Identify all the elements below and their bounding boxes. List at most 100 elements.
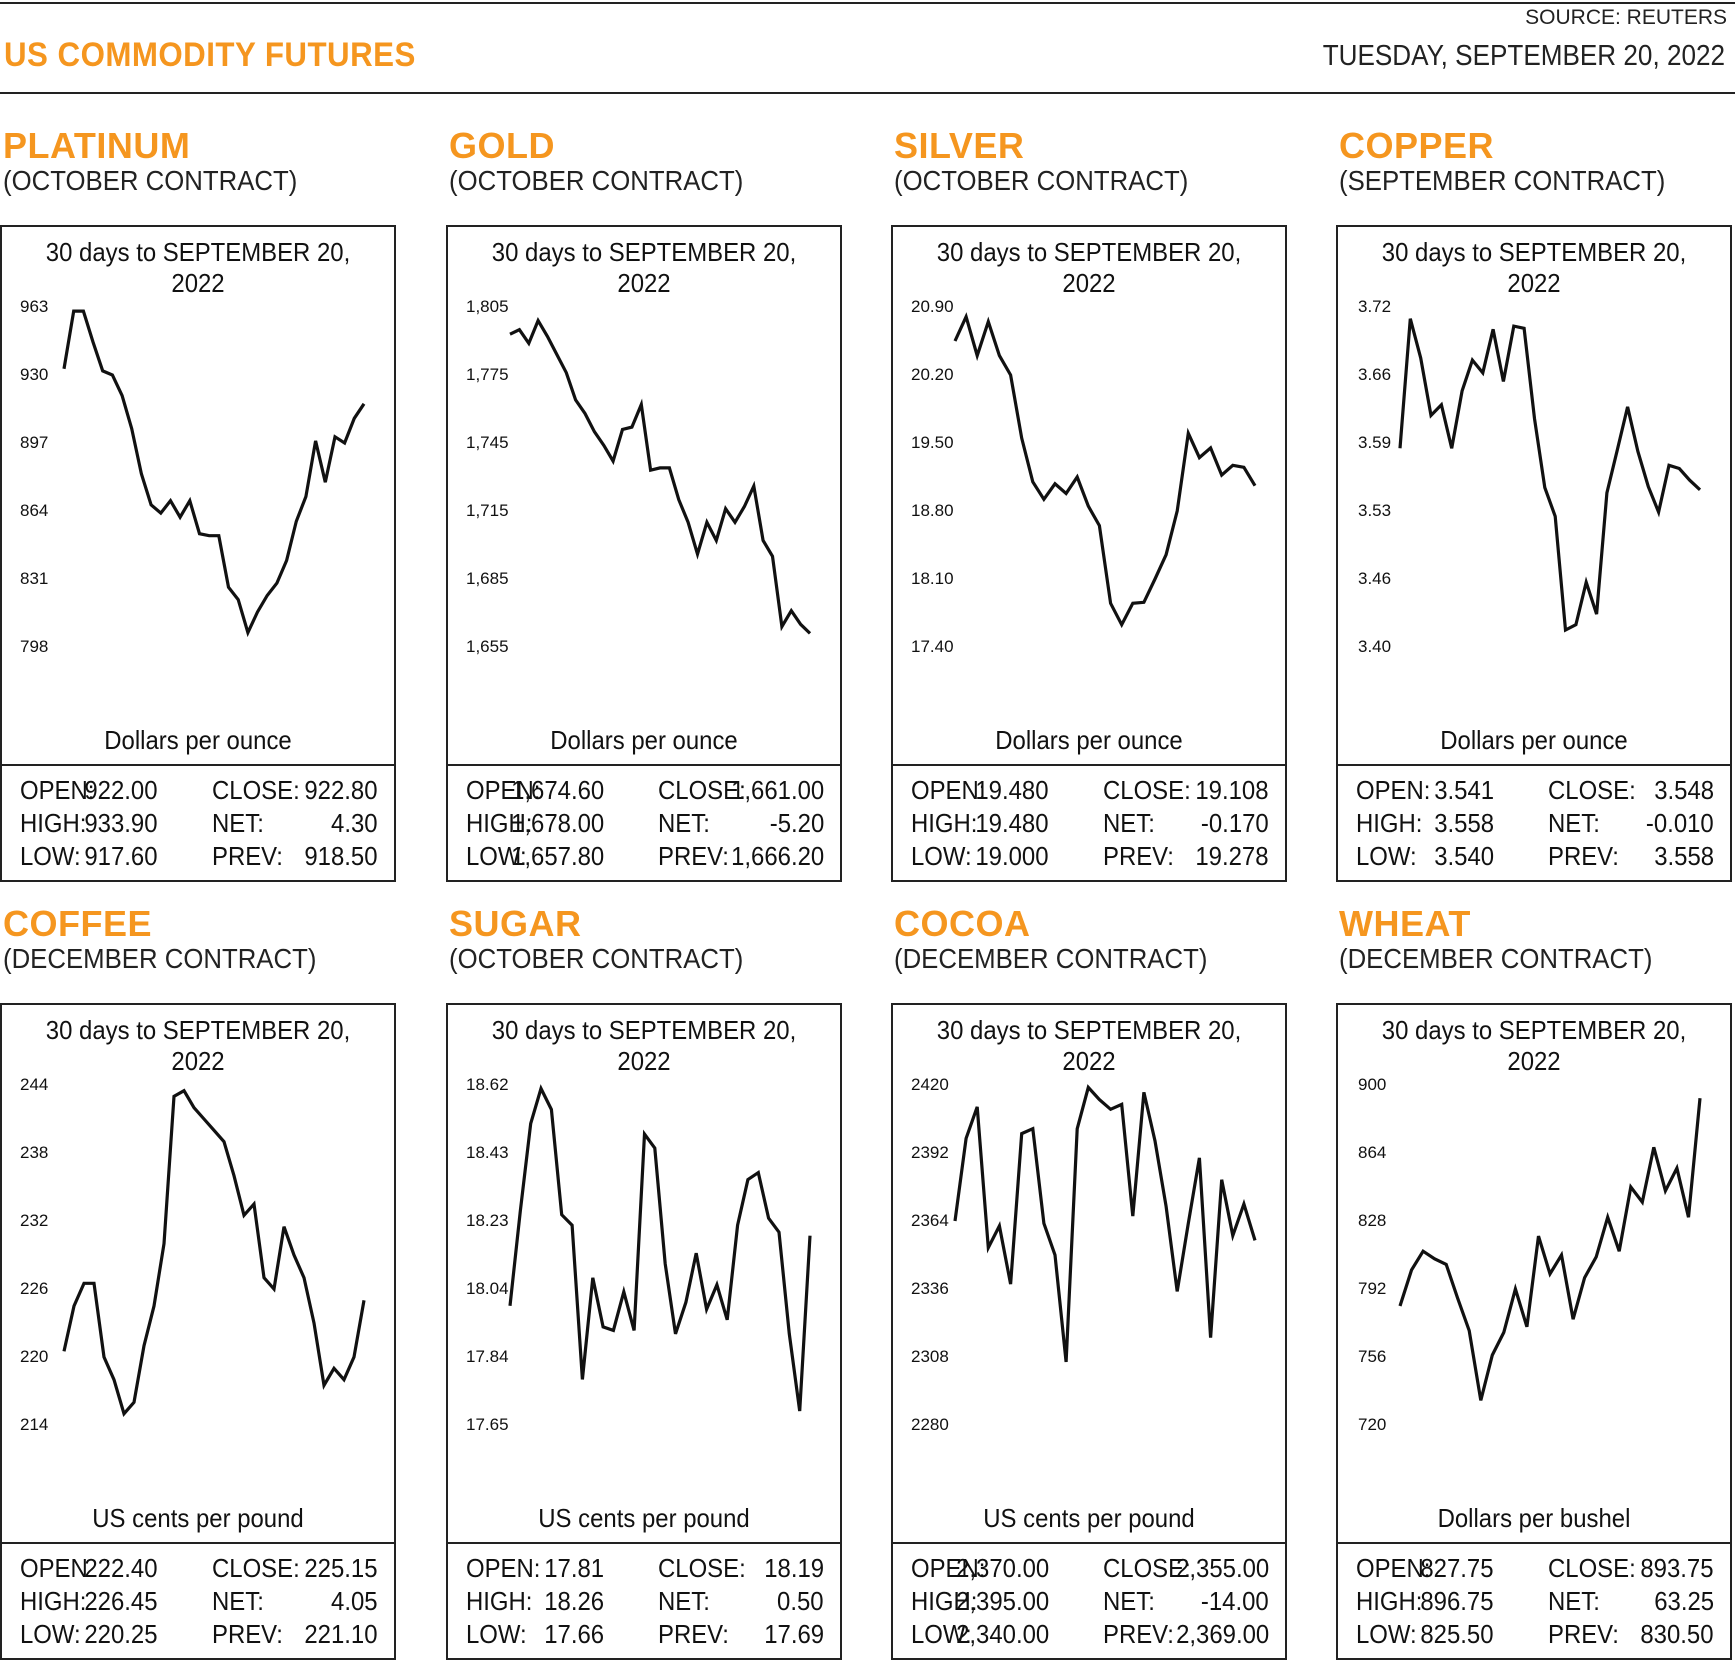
low-value: 220.25 (84, 1619, 158, 1649)
prev-value: 3.558 (1654, 841, 1714, 871)
stats-row-high: HIGH: 18.26 NET: 0.50 (466, 1586, 824, 1619)
open-label: OPEN: (1356, 775, 1431, 805)
low-label: LOW: (911, 1619, 972, 1649)
stats-table: OPEN: 2,370.00 CLOSE: 2,355.00 HIGH: 2,3… (911, 1553, 1269, 1652)
page-title: US COMMODITY FUTURES (4, 36, 416, 74)
high-label: HIGH: (1356, 1586, 1423, 1616)
net-value: -14.00 (1201, 1586, 1269, 1616)
stats-table: OPEN: 17.81 CLOSE: 18.19 HIGH: 18.26 NET… (466, 1553, 824, 1652)
high-value: 226.45 (84, 1586, 158, 1616)
price-line (509, 317, 812, 635)
chart-subtitle: 30 days to SEPTEMBER 20, 2022 (491, 237, 797, 298)
net-label: NET: (1103, 1586, 1155, 1616)
close-value: 922.80 (304, 775, 378, 805)
close-value: 18.19 (764, 1553, 824, 1583)
low-label: LOW: (1356, 841, 1417, 871)
low-label: LOW: (1356, 1619, 1417, 1649)
open-label: OPEN: (1356, 1553, 1431, 1583)
commodity-name: COPPER (1339, 125, 1495, 166)
stats-divider (893, 764, 1285, 766)
y-tick-label: 900 (1358, 1075, 1387, 1094)
high-label: HIGH: (1356, 808, 1423, 838)
y-tick-label: 2420 (911, 1075, 949, 1094)
stats-row-high: HIGH: 1,678.00 NET: -5.20 (466, 808, 824, 841)
unit-label: Dollars per ounce (550, 725, 738, 755)
high-value: 18.26 (544, 1586, 604, 1616)
high-value: 19.480 (975, 808, 1049, 838)
chart-box: 30 days to SEPTEMBER 20, 2022 20.90 20.20… (891, 225, 1287, 882)
high-label: HIGH: (466, 808, 533, 838)
prev-value: 1,666.20 (730, 841, 824, 871)
open-label: OPEN: (911, 1553, 986, 1583)
net-label: NET: (1548, 1586, 1600, 1616)
net-value: 63.25 (1654, 1586, 1714, 1616)
chart-subtitle: 30 days to SEPTEMBER 20, 2022 (45, 237, 351, 298)
close-label: CLOSE: (212, 1553, 300, 1583)
y-tick-label: 17.40 (911, 637, 954, 656)
high-value: 933.90 (84, 808, 158, 838)
close-value: 1,661.00 (730, 775, 824, 805)
price-line (508, 1084, 812, 1412)
stats-table: OPEN: 19.480 CLOSE: 19.108 HIGH: 19.480 … (911, 775, 1269, 874)
y-tick-label: 3.66 (1358, 365, 1392, 384)
prev-label: PREV: (212, 841, 283, 871)
stats-row-high: HIGH: 226.45 NET: 4.05 (20, 1586, 378, 1619)
y-tick-label: 214 (20, 1415, 49, 1434)
low-label: LOW: (20, 1619, 81, 1649)
stats-row-high: HIGH: 19.480 NET: -0.170 (911, 808, 1269, 841)
stats-row-open: OPEN: 3.541 CLOSE: 3.548 (1356, 775, 1714, 808)
low-value: 2,340.00 (955, 1619, 1049, 1649)
low-label: LOW: (466, 1619, 527, 1649)
net-value: 0.50 (777, 1586, 824, 1616)
contract-label: (DECEMBER CONTRACT) (1339, 943, 1653, 974)
price-line-chart (62, 309, 366, 638)
high-label: HIGH: (20, 1586, 87, 1616)
chart-box: 30 days to SEPTEMBER 20, 2022 1,805 1,775… (446, 225, 842, 882)
prev-label: PREV: (1548, 1619, 1619, 1649)
y-tick-label: 2280 (911, 1415, 949, 1434)
y-tick-label: 792 (1358, 1279, 1387, 1298)
contract-label: (DECEMBER CONTRACT) (3, 943, 317, 974)
contract-label: (SEPTEMBER CONTRACT) (1339, 165, 1666, 196)
stats-table: OPEN 222.40 CLOSE: 225.15 HIGH: 226.45 N… (20, 1553, 378, 1652)
stats-divider (2, 764, 394, 766)
close-label: CLOSE: (1103, 775, 1191, 805)
low-label: LOW: (911, 841, 972, 871)
open-label: OPEN: (466, 1553, 541, 1583)
y-tick-label: 831 (20, 569, 49, 588)
chart-subtitle: 30 days to SEPTEMBER 20, 2022 (1381, 1015, 1687, 1076)
chart-box: 30 days to SEPTEMBER 20, 2022 963 930 897 8… (0, 225, 396, 882)
chart-subtitle: 30 days to SEPTEMBER 20, 2022 (1381, 237, 1687, 298)
prev-value: 17.69 (764, 1619, 824, 1649)
close-label: CLOSE: (212, 775, 300, 805)
y-tick-label: 2364 (911, 1211, 949, 1230)
price-line-chart (953, 312, 1257, 629)
prev-label: PREV: (658, 1619, 729, 1649)
price-line (953, 1084, 1257, 1363)
net-label: NET: (1103, 808, 1155, 838)
unit-label: US cents per pound (92, 1503, 304, 1533)
high-value: 1,678.00 (510, 808, 604, 838)
low-value: 917.60 (84, 841, 158, 871)
prev-label: PREV: (212, 1619, 283, 1649)
chart-subtitle: 30 days to SEPTEMBER 20, 2022 (45, 1015, 351, 1076)
y-tick-label: 720 (1358, 1415, 1387, 1434)
open-label: OPEN: (466, 775, 541, 805)
y-tick-label: 2392 (911, 1143, 949, 1162)
high-value: 3.558 (1434, 808, 1494, 838)
contract-label: (OCTOBER CONTRACT) (3, 165, 298, 196)
source-credit: SOURCE: REUTERS (1525, 6, 1727, 29)
chart-box: 30 days to SEPTEMBER 20, 2022 2420 2392 23… (891, 1003, 1287, 1660)
stats-row-low: LOW: 17.66 PREV: 17.69 (466, 1619, 824, 1652)
stats-divider (1338, 1542, 1730, 1544)
price-line (1398, 1098, 1702, 1401)
close-value: 2,355.00 (1175, 1553, 1269, 1583)
net-label: NET: (1548, 808, 1600, 838)
y-tick-label: 20.90 (911, 297, 954, 316)
stats-row-open: OPEN: 827.75 CLOSE: 893.75 (1356, 1553, 1714, 1586)
y-tick-label: 3.59 (1358, 433, 1392, 452)
stats-row-high: HIGH: 933.90 NET: 4.30 (20, 808, 378, 841)
stats-row-high: HIGH: 3.558 NET: -0.010 (1356, 808, 1714, 841)
high-label: HIGH: (466, 1586, 533, 1616)
stats-row-low: LOW: 1,657.80 PREV: 1,666.20 (466, 841, 824, 874)
